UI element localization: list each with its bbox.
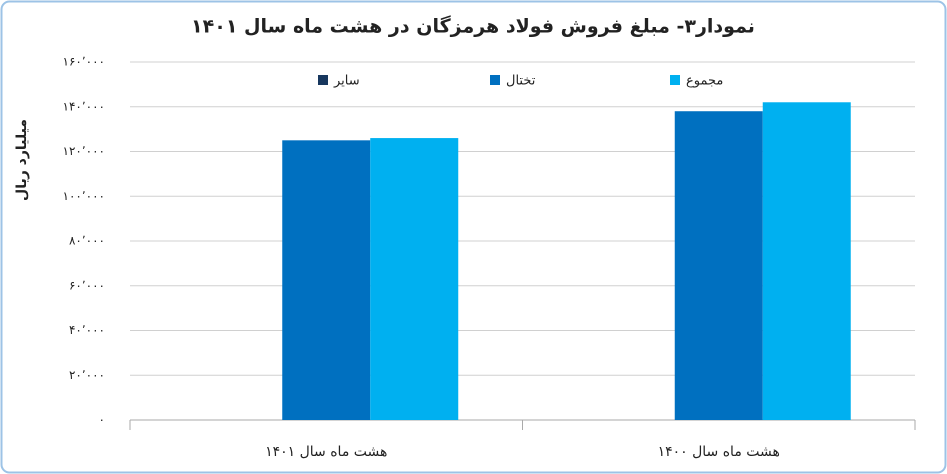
chart-title: نمودار۳- مبلغ فروش فولاد هرمزگان در هشت … — [191, 15, 755, 38]
y-tick-label: ۱۶۰٬۰۰۰ — [63, 55, 106, 69]
legend-swatch — [318, 75, 328, 85]
y-tick-label: ۱۲۰٬۰۰۰ — [63, 144, 106, 158]
y-tick-label: ۰ — [99, 413, 105, 427]
bar — [674, 111, 763, 420]
y-tick-label: ۱۰۰٬۰۰۰ — [63, 189, 106, 203]
x-tick-label: هشت ماه سال ۱۴۰۰ — [658, 444, 780, 460]
bar — [762, 102, 851, 421]
x-tick-label: هشت ماه سال ۱۴۰۱ — [265, 444, 387, 460]
y-tick-label: ۶۰٬۰۰۰ — [69, 278, 105, 292]
legend-label: مجموع — [686, 74, 723, 89]
legend-label: تختال — [506, 74, 536, 89]
y-tick-label: ۴۰٬۰۰۰ — [69, 323, 105, 337]
y-axis-label: میلیارد ریال — [14, 119, 30, 201]
y-tick-label: ۲۰٬۰۰۰ — [69, 368, 105, 382]
legend-swatch — [490, 75, 500, 85]
legend-label: سایر — [333, 74, 360, 89]
bar — [370, 138, 459, 420]
bar — [282, 140, 371, 420]
y-tick-label: ۸۰٬۰۰۰ — [69, 234, 105, 248]
legend-swatch — [670, 75, 680, 85]
y-tick-label: ۱۴۰٬۰۰۰ — [63, 99, 106, 113]
